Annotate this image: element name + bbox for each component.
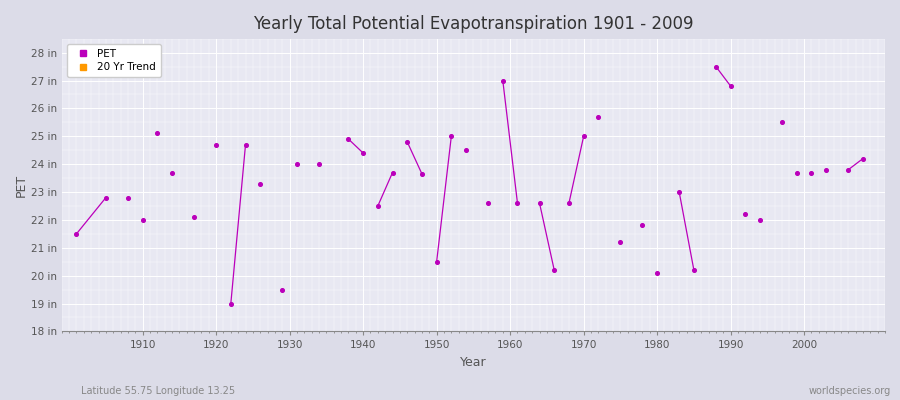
Point xyxy=(165,169,179,176)
Point xyxy=(650,270,664,276)
Point xyxy=(99,194,113,201)
Point xyxy=(576,133,590,140)
Point xyxy=(311,161,326,167)
Point xyxy=(429,258,444,265)
Point xyxy=(459,147,473,154)
Point xyxy=(738,211,752,218)
Point xyxy=(290,161,304,167)
Point xyxy=(613,239,627,246)
Point xyxy=(209,142,223,148)
Point xyxy=(415,171,429,177)
Point xyxy=(496,77,510,84)
Point xyxy=(752,217,767,223)
Point xyxy=(223,300,238,307)
Point xyxy=(253,180,267,187)
Point xyxy=(444,133,458,140)
Point xyxy=(532,200,546,206)
Point xyxy=(841,166,855,173)
Point xyxy=(635,222,650,229)
Point xyxy=(400,139,414,145)
Point xyxy=(238,142,253,148)
Point xyxy=(591,114,606,120)
Point xyxy=(150,130,165,137)
Text: worldspecies.org: worldspecies.org xyxy=(809,386,891,396)
Point xyxy=(510,200,525,206)
Point xyxy=(371,203,385,209)
Point xyxy=(69,231,84,237)
Point xyxy=(856,155,870,162)
Point xyxy=(562,200,576,206)
Point xyxy=(135,217,149,223)
Point xyxy=(547,267,562,273)
Point xyxy=(672,189,687,195)
Y-axis label: PET: PET xyxy=(15,174,28,197)
Point xyxy=(275,286,290,293)
Point xyxy=(789,169,804,176)
Legend: PET, 20 Yr Trend: PET, 20 Yr Trend xyxy=(67,44,161,78)
Point xyxy=(775,119,789,126)
Point xyxy=(356,150,370,156)
Point xyxy=(385,169,400,176)
Point xyxy=(481,200,495,206)
X-axis label: Year: Year xyxy=(460,356,487,369)
Point xyxy=(121,194,135,201)
Title: Yearly Total Potential Evapotranspiration 1901 - 2009: Yearly Total Potential Evapotranspiratio… xyxy=(253,15,694,33)
Point xyxy=(187,214,202,220)
Point xyxy=(341,136,356,142)
Point xyxy=(724,83,738,89)
Point xyxy=(819,166,833,173)
Point xyxy=(687,267,701,273)
Point xyxy=(708,63,723,70)
Point xyxy=(805,169,819,176)
Text: Latitude 55.75 Longitude 13.25: Latitude 55.75 Longitude 13.25 xyxy=(81,386,235,396)
